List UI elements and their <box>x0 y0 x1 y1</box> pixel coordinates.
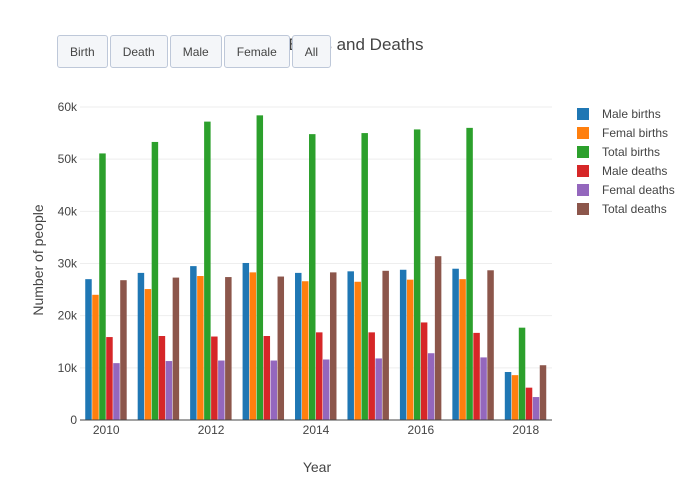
bar <box>473 332 480 420</box>
bar <box>466 127 473 421</box>
x-tick-label: 2012 <box>198 423 225 437</box>
legend-label: Male deaths <box>602 164 667 178</box>
bar <box>190 266 197 420</box>
bar <box>137 272 145 420</box>
bar <box>85 279 92 420</box>
bar <box>249 272 257 420</box>
bar <box>225 277 232 420</box>
legend-label: Femal births <box>602 126 668 140</box>
all-filter-button[interactable]: All <box>291 35 332 68</box>
y-tick-label: 20k <box>58 309 78 323</box>
bar <box>92 294 99 420</box>
bar <box>347 271 354 420</box>
bar <box>480 357 487 420</box>
legend-swatch <box>577 203 589 215</box>
bar <box>322 359 330 420</box>
legend-label: Total births <box>602 145 660 159</box>
bar <box>158 336 166 420</box>
y-tick-label: 50k <box>58 152 78 166</box>
bar <box>504 372 512 420</box>
bar <box>368 332 375 420</box>
female-filter-button[interactable]: Female <box>223 35 290 68</box>
bar <box>120 280 127 420</box>
bar <box>525 387 533 420</box>
bar <box>399 269 407 420</box>
bar <box>270 360 278 420</box>
bar <box>211 336 218 420</box>
y-tick-label: 60k <box>58 100 78 114</box>
death-filter-button[interactable]: Death <box>109 35 168 68</box>
bar <box>302 281 309 420</box>
bar <box>452 268 459 420</box>
bar <box>406 279 414 420</box>
bar <box>165 361 173 420</box>
legend-label: Male births <box>602 107 661 121</box>
bar <box>144 289 152 420</box>
y-tick-label: 0 <box>70 413 77 427</box>
bar <box>487 270 494 420</box>
bar <box>106 337 113 420</box>
bar <box>151 141 159 420</box>
bar <box>99 153 106 420</box>
bar <box>361 133 368 420</box>
bar <box>295 272 302 420</box>
bar <box>329 272 337 420</box>
bar <box>518 327 526 420</box>
bar <box>263 336 271 420</box>
y-tick-label: 40k <box>58 204 78 218</box>
bar <box>420 322 428 420</box>
axes: 0 10k 20k 30k 40k 50k 60k 2010 2012 2014 2016 2018 <box>58 100 552 437</box>
bar <box>382 270 389 420</box>
bar <box>459 279 466 420</box>
bar <box>539 365 547 420</box>
bar <box>375 358 382 420</box>
bar <box>511 375 519 420</box>
legend-swatch <box>577 165 589 177</box>
y-tick-label: 30k <box>58 257 78 271</box>
y-tick-label: 10k <box>58 361 78 375</box>
bar <box>434 256 442 420</box>
bar <box>413 129 421 420</box>
birth-filter-button[interactable]: Birth <box>57 35 108 68</box>
bar <box>172 277 180 420</box>
bars <box>85 115 547 421</box>
bar <box>113 363 120 420</box>
bar <box>197 276 204 420</box>
legend-swatch <box>577 146 589 158</box>
legend-swatch <box>577 184 589 196</box>
legend-label: Femal deaths <box>602 183 675 197</box>
x-tick-label: 2016 <box>408 423 435 437</box>
bar <box>427 353 435 420</box>
x-tick-label: 2014 <box>303 423 330 437</box>
male-filter-button[interactable]: Male <box>169 35 222 68</box>
filter-button-group: Birth Death Male Female All <box>57 35 332 68</box>
bar <box>256 115 264 420</box>
x-tick-label: 2010 <box>93 423 120 437</box>
bar <box>277 276 285 420</box>
bar <box>218 360 225 420</box>
x-tick-label: 2018 <box>512 423 539 437</box>
bar <box>242 262 250 420</box>
bar <box>309 134 316 420</box>
bar <box>204 121 211 421</box>
legend: Male births Femal births Total births Male … <box>577 107 675 216</box>
legend-label: Total deaths <box>602 202 667 216</box>
legend-swatch <box>577 108 589 120</box>
y-axis-title: Number of people <box>30 204 46 316</box>
legend-swatch <box>577 127 589 139</box>
bar <box>316 332 323 420</box>
bar <box>354 281 361 420</box>
bar <box>532 397 540 420</box>
x-axis-title: Year <box>303 459 332 475</box>
